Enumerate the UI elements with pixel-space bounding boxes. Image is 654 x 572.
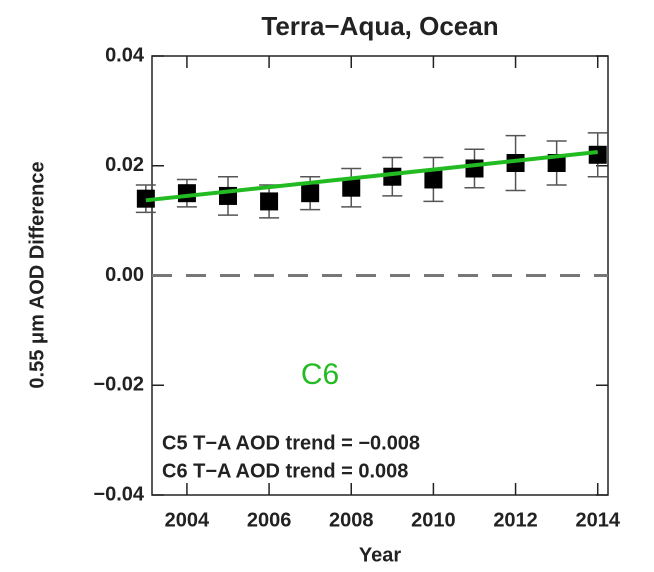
x-tick-label: 2008 <box>329 509 374 531</box>
annotation: C6 T−A AOD trend = 0.008 <box>162 460 408 482</box>
trend-line <box>145 150 598 203</box>
y-tick-label: 0.04 <box>105 44 145 66</box>
y-tick-label: −0.04 <box>93 483 144 505</box>
data-point <box>465 159 484 178</box>
chart-title: Terra−Aqua, Ocean <box>261 11 498 41</box>
x-axis-label: Year <box>359 544 401 566</box>
data-point <box>260 192 279 211</box>
x-tick-label: 2010 <box>411 509 456 531</box>
data-point <box>383 167 402 186</box>
y-tick-label: 0.02 <box>105 154 144 176</box>
y-tick-label: 0.00 <box>105 264 144 286</box>
data-point <box>342 178 361 197</box>
data-point <box>588 145 607 164</box>
x-tick-label: 2012 <box>493 509 538 531</box>
data-point <box>177 184 196 203</box>
annotation: C5 T−A AOD trend = −0.008 <box>162 432 420 454</box>
data-point <box>301 184 320 203</box>
x-tick-label: 2014 <box>575 509 620 531</box>
y-axis-label: 0.55 μm AOD Difference <box>26 161 48 388</box>
data-point <box>424 170 443 189</box>
x-tick-label: 2004 <box>165 509 210 531</box>
annotation: C6 <box>301 358 339 391</box>
x-tick-label: 2006 <box>247 509 292 531</box>
y-tick-label: −0.02 <box>93 374 144 396</box>
